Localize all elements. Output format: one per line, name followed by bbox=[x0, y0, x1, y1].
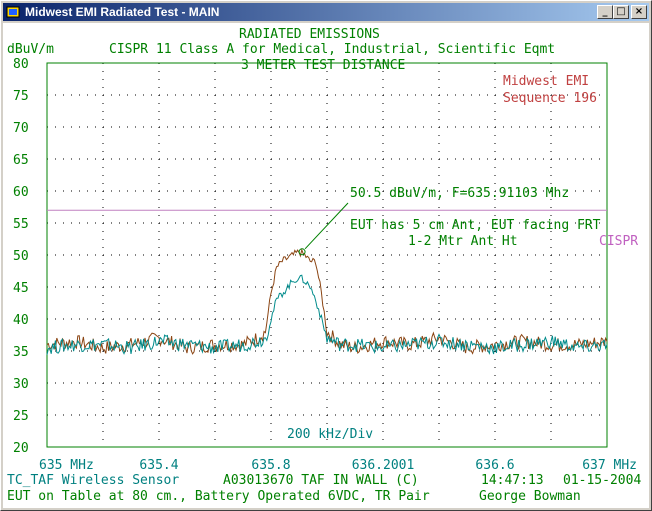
footer-setup: EUT on Table at 80 cm., Battery Operated… bbox=[7, 489, 430, 504]
y-tick-label: 50 bbox=[13, 249, 29, 264]
maximize-button[interactable]: □ bbox=[613, 5, 629, 19]
chart-frame bbox=[46, 62, 608, 448]
company-label: Midwest EMI bbox=[503, 74, 590, 89]
y-tick-label: 80 bbox=[13, 57, 29, 72]
footer-operator: George Bowman bbox=[479, 489, 581, 504]
chart-grid bbox=[47, 63, 607, 447]
y-tick-label: 65 bbox=[13, 153, 29, 168]
peak-marker-leader bbox=[304, 202, 349, 250]
chart-title: RADIATED EMISSIONS bbox=[239, 27, 380, 42]
limit-label: CISPR bbox=[599, 234, 639, 249]
peak-marker bbox=[298, 202, 349, 256]
app-icon bbox=[6, 6, 20, 18]
window-title: Midwest EMI Radiated Test - MAIN bbox=[25, 5, 220, 19]
plot-frame bbox=[46, 62, 608, 448]
title-bar[interactable]: Midwest EMI Radiated Test - MAIN _ □ × bbox=[3, 3, 649, 21]
series-trace-1 bbox=[46, 248, 608, 355]
x-tick-label: 635 MHz bbox=[39, 458, 94, 473]
footer-date: 01-15-2004 bbox=[563, 473, 642, 488]
series-trace-2 bbox=[46, 274, 608, 356]
span-label: 200 kHz/Div bbox=[287, 427, 374, 442]
y-tick-label: 60 bbox=[13, 185, 29, 200]
footer-time: 14:47:13 bbox=[481, 473, 544, 488]
x-tick-label: 637 MHz bbox=[582, 458, 637, 473]
x-tick-labels: 635 MHz 635.4 635.8 636.2001 636.6 637 MHz bbox=[39, 458, 637, 473]
y-tick-label: 75 bbox=[13, 89, 29, 104]
chart-subtitle: CISPR 11 Class A for Medical, Industrial… bbox=[109, 42, 556, 57]
y-tick-label: 70 bbox=[13, 121, 29, 136]
test-distance: 3 METER TEST DISTANCE bbox=[241, 58, 406, 73]
x-tick-label: 636.2001 bbox=[352, 458, 415, 473]
y-tick-label: 45 bbox=[13, 281, 29, 296]
y-unit-label: dBuV/m bbox=[7, 42, 54, 57]
sequence-label: Sequence 196 bbox=[503, 91, 597, 106]
y-tick-label: 30 bbox=[13, 377, 29, 392]
footer-device: TC_TAF Wireless Sensor bbox=[7, 473, 180, 488]
y-tick-label: 35 bbox=[13, 345, 29, 360]
chart-series bbox=[46, 248, 608, 356]
x-tick-label: 635.4 bbox=[139, 458, 178, 473]
y-tick-label: 20 bbox=[13, 441, 29, 456]
x-tick-label: 636.6 bbox=[475, 458, 514, 473]
peak-marker-circle bbox=[298, 248, 306, 256]
y-tick-label: 25 bbox=[13, 409, 29, 424]
footer-job: A03013670 TAF IN WALL (C) bbox=[223, 473, 419, 488]
y-tick-label: 55 bbox=[13, 217, 29, 232]
close-button[interactable]: × bbox=[631, 5, 647, 19]
setup-note-2: 1-2 Mtr Ant Ht bbox=[408, 234, 518, 249]
y-tick-labels: 80 75 70 65 60 55 50 45 40 35 30 25 20 bbox=[13, 57, 29, 456]
marker-label: 50.5 dBuV/m, F=635.91103 Mhz bbox=[350, 186, 570, 201]
setup-note-1: EUT has 5 cm Ant, EUT facing FRT bbox=[350, 218, 601, 233]
plot-area: RADIATED EMISSIONS dBuV/m CISPR 11 Class… bbox=[3, 23, 649, 508]
minimize-button[interactable]: _ bbox=[597, 5, 613, 19]
y-tick-label: 40 bbox=[13, 313, 29, 328]
x-tick-label: 635.8 bbox=[251, 458, 290, 473]
